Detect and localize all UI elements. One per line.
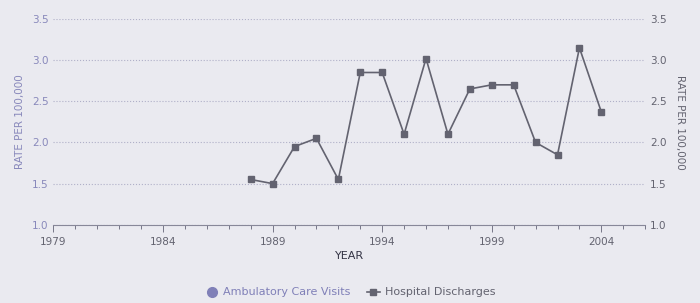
Hospital Discharges <box>553 153 561 157</box>
Hospital Discharges <box>597 110 606 114</box>
Hospital Discharges <box>466 87 474 91</box>
Hospital Discharges <box>575 46 584 50</box>
Hospital Discharges <box>246 178 255 181</box>
Legend: Ambulatory Care Visits, Hospital Discharges: Ambulatory Care Visits, Hospital Dischar… <box>205 288 495 298</box>
Hospital Discharges <box>356 71 365 74</box>
Hospital Discharges <box>378 71 386 74</box>
Hospital Discharges <box>488 83 496 87</box>
Hospital Discharges <box>510 83 518 87</box>
Line: Hospital Discharges: Hospital Discharges <box>248 45 604 186</box>
Hospital Discharges <box>290 145 299 148</box>
Hospital Discharges <box>531 141 540 144</box>
Hospital Discharges <box>422 57 430 60</box>
X-axis label: YEAR: YEAR <box>335 251 364 261</box>
Y-axis label: RATE PER 100,000: RATE PER 100,000 <box>675 75 685 169</box>
Hospital Discharges <box>444 132 452 136</box>
Hospital Discharges <box>312 137 321 140</box>
Hospital Discharges <box>334 178 342 181</box>
Hospital Discharges <box>268 182 277 185</box>
Hospital Discharges <box>400 132 408 136</box>
Y-axis label: RATE PER 100,000: RATE PER 100,000 <box>15 75 25 169</box>
